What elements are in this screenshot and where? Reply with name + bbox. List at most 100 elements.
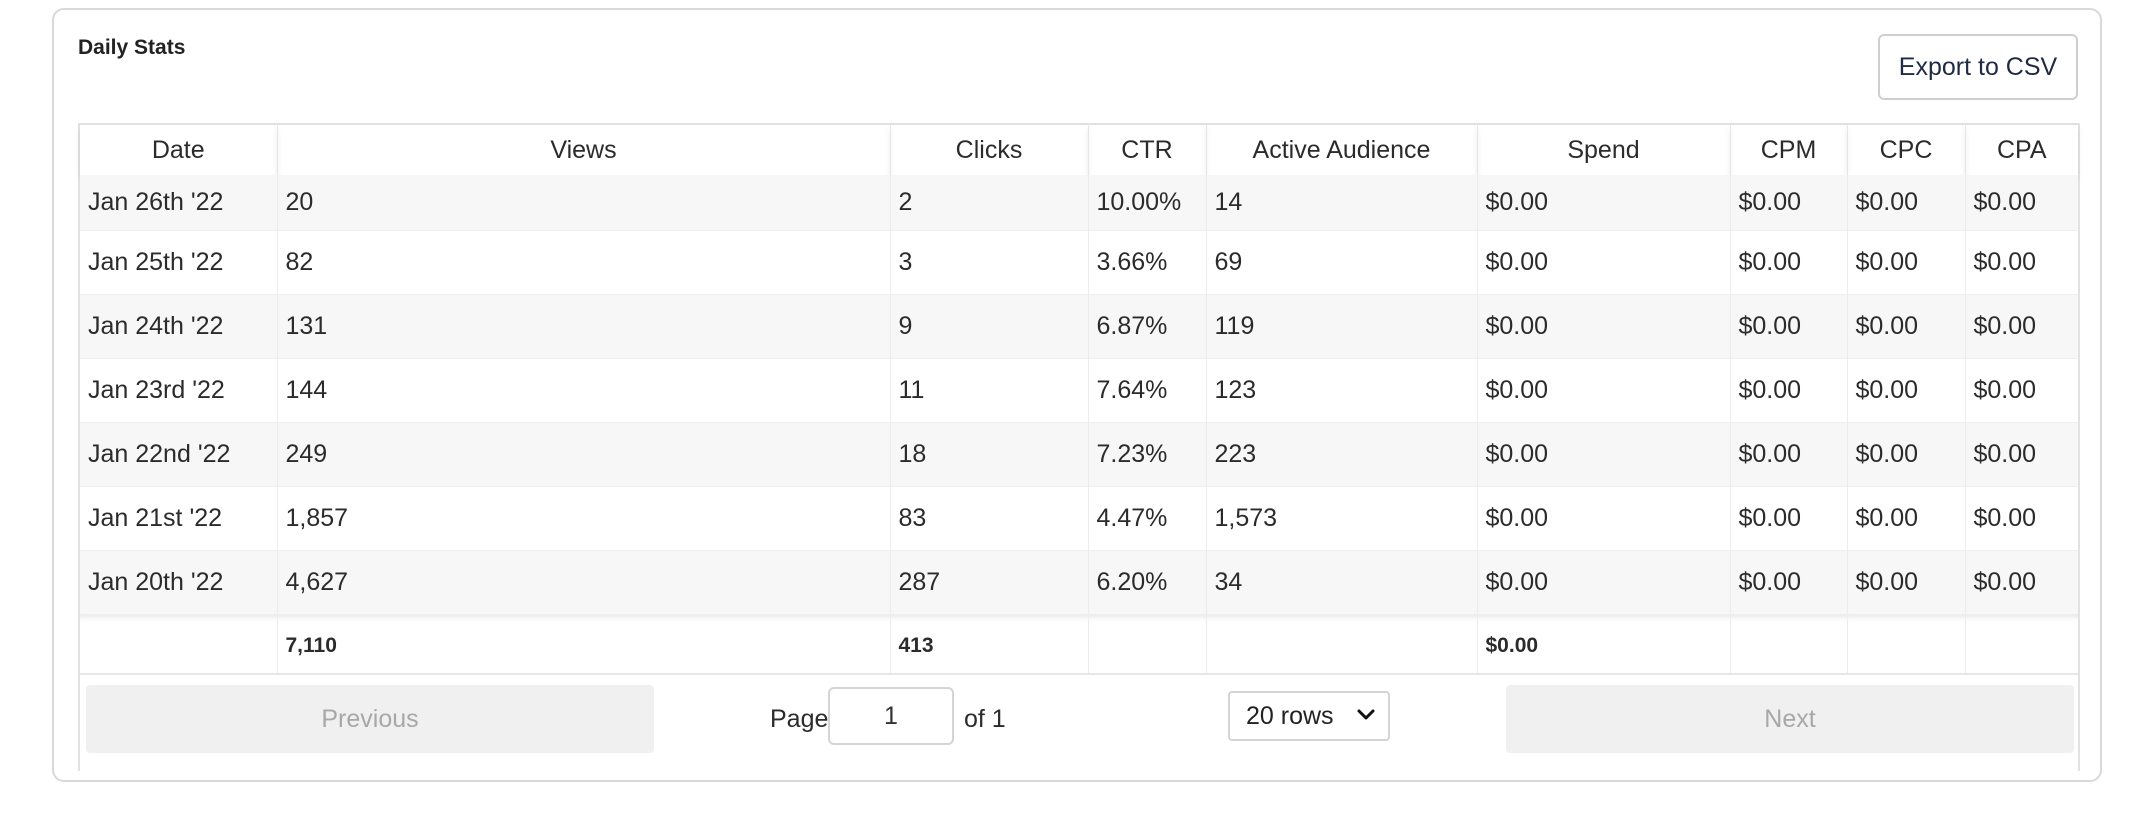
cell-views: 20: [277, 175, 891, 231]
cell-active-audience: 14: [1206, 175, 1478, 231]
cell-ctr: 6.20%: [1088, 550, 1207, 615]
cell-clicks: 2: [890, 175, 1089, 231]
cell-cpa: $0.00: [1965, 486, 2078, 551]
cell-active-audience: 34: [1206, 550, 1478, 615]
cell-views: 4,627: [277, 550, 891, 615]
next-button[interactable]: Next: [1506, 685, 2074, 753]
table-row: Jan 23rd '22 144 11 7.64% 123 $0.00 $0.0…: [80, 358, 2078, 423]
cell-cpa: $0.00: [1965, 358, 2078, 423]
header-row: Date Views Clicks CTR Active Audience Sp…: [80, 125, 2078, 175]
cell-ctr: 6.87%: [1088, 294, 1207, 359]
cell-spend: $0.00: [1477, 294, 1731, 359]
cell-cpm: $0.00: [1730, 550, 1848, 615]
cell-date: Jan 22nd '22: [80, 422, 278, 487]
cell-cpm: $0.00: [1730, 358, 1848, 423]
column-header-cpa[interactable]: CPA: [1965, 125, 2078, 175]
cell-clicks: 18: [890, 422, 1089, 487]
cell-cpc: $0.00: [1847, 175, 1966, 231]
page-count-label: of 1: [964, 705, 1006, 733]
cell-active-audience: 223: [1206, 422, 1478, 487]
total-cpm: [1730, 614, 1848, 677]
cell-cpm: $0.00: [1730, 486, 1848, 551]
cell-active-audience: 119: [1206, 294, 1478, 359]
column-header-cpc[interactable]: CPC: [1847, 125, 1966, 175]
page-label: Page: [770, 705, 829, 733]
cell-views: 144: [277, 358, 891, 423]
cell-views: 82: [277, 230, 891, 295]
total-clicks: 413: [890, 614, 1089, 677]
cell-cpm: $0.00: [1730, 294, 1848, 359]
cell-clicks: 9: [890, 294, 1089, 359]
cell-date: Jan 26th '22: [80, 175, 278, 231]
cell-date: Jan 25th '22: [80, 230, 278, 295]
total-cpa: [1965, 614, 2078, 677]
page-number-input[interactable]: [828, 687, 954, 745]
cell-cpc: $0.00: [1847, 550, 1966, 615]
table-row: Jan 24th '22 131 9 6.87% 119 $0.00 $0.00…: [80, 294, 2078, 359]
total-date: [80, 614, 278, 677]
table-row: Jan 21st '22 1,857 83 4.47% 1,573 $0.00 …: [80, 486, 2078, 551]
total-cpc: [1847, 614, 1966, 677]
cell-cpa: $0.00: [1965, 230, 2078, 295]
table-row: Jan 20th '22 4,627 287 6.20% 34 $0.00 $0…: [80, 550, 2078, 615]
total-active-audience: [1206, 614, 1478, 677]
chevron-down-icon: [1357, 709, 1375, 720]
total-ctr: [1088, 614, 1207, 677]
cell-ctr: 7.64%: [1088, 358, 1207, 423]
column-header-active-audience[interactable]: Active Audience: [1206, 125, 1478, 175]
cell-cpa: $0.00: [1965, 422, 2078, 487]
cell-date: Jan 21st '22: [80, 486, 278, 551]
cell-ctr: 4.47%: [1088, 486, 1207, 551]
cell-cpc: $0.00: [1847, 358, 1966, 423]
export-csv-button[interactable]: Export to CSV: [1878, 34, 2078, 100]
cell-views: 1,857: [277, 486, 891, 551]
cell-spend: $0.00: [1477, 358, 1731, 423]
cell-active-audience: 1,573: [1206, 486, 1478, 551]
cell-date: Jan 20th '22: [80, 550, 278, 615]
cell-cpc: $0.00: [1847, 294, 1966, 359]
cell-cpm: $0.00: [1730, 422, 1848, 487]
column-header-views[interactable]: Views: [277, 125, 891, 175]
cell-cpa: $0.00: [1965, 550, 2078, 615]
cell-ctr: 7.23%: [1088, 422, 1207, 487]
total-views: 7,110: [277, 614, 891, 677]
stats-table: Date Views Clicks CTR Active Audience Sp…: [80, 125, 2078, 677]
daily-stats-card: Daily Stats Export to CSV Date Views Cli…: [52, 8, 2102, 782]
cell-ctr: 3.66%: [1088, 230, 1207, 295]
cell-active-audience: 123: [1206, 358, 1478, 423]
cell-clicks: 3: [890, 230, 1089, 295]
rows-per-page-select[interactable]: 20 rows: [1228, 691, 1390, 741]
column-header-cpm[interactable]: CPM: [1730, 125, 1848, 175]
cell-date: Jan 23rd '22: [80, 358, 278, 423]
column-header-ctr[interactable]: CTR: [1088, 125, 1207, 175]
cell-spend: $0.00: [1477, 175, 1731, 231]
cell-cpa: $0.00: [1965, 294, 2078, 359]
cell-active-audience: 69: [1206, 230, 1478, 295]
column-header-spend[interactable]: Spend: [1477, 125, 1731, 175]
cell-views: 131: [277, 294, 891, 359]
cell-views: 249: [277, 422, 891, 487]
total-spend: $0.00: [1477, 614, 1731, 677]
stats-table-container: Date Views Clicks CTR Active Audience Sp…: [78, 123, 2080, 771]
pagination-bar: Previous Page of 1 20 rows Next: [80, 673, 2078, 771]
cell-cpc: $0.00: [1847, 486, 1966, 551]
cell-clicks: 83: [890, 486, 1089, 551]
rows-per-page-value: 20 rows: [1246, 701, 1334, 730]
totals-row: 7,110 413 $0.00: [80, 614, 2078, 677]
cell-spend: $0.00: [1477, 422, 1731, 487]
column-header-clicks[interactable]: Clicks: [890, 125, 1089, 175]
cell-spend: $0.00: [1477, 550, 1731, 615]
cell-cpm: $0.00: [1730, 175, 1848, 231]
previous-button[interactable]: Previous: [86, 685, 654, 753]
table-row: Jan 22nd '22 249 18 7.23% 223 $0.00 $0.0…: [80, 422, 2078, 487]
cell-cpc: $0.00: [1847, 230, 1966, 295]
cell-clicks: 287: [890, 550, 1089, 615]
cell-clicks: 11: [890, 358, 1089, 423]
table-row: Jan 25th '22 82 3 3.66% 69 $0.00 $0.00 $…: [80, 230, 2078, 295]
cell-cpa: $0.00: [1965, 175, 2078, 231]
cell-cpm: $0.00: [1730, 230, 1848, 295]
cell-date: Jan 24th '22: [80, 294, 278, 359]
cell-cpc: $0.00: [1847, 422, 1966, 487]
column-header-date[interactable]: Date: [80, 125, 278, 175]
card-title: Daily Stats: [78, 36, 186, 59]
